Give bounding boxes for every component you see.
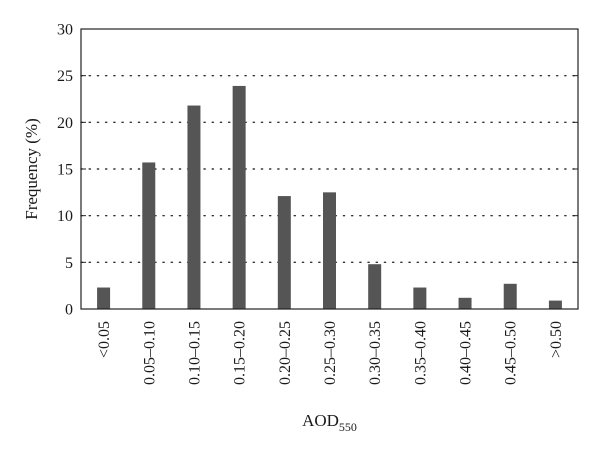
x-tick-label: <0.05 <box>96 321 113 358</box>
bar <box>413 287 427 309</box>
y-tick-label: 5 <box>65 255 73 272</box>
x-tick-label: 0.05–0.10 <box>141 321 158 385</box>
bar <box>187 105 201 310</box>
bar <box>323 192 336 309</box>
x-axis-label: AOD550 <box>302 411 357 434</box>
bar <box>503 283 517 309</box>
bar <box>458 297 472 309</box>
x-tick-label: 0.25–0.30 <box>322 321 339 385</box>
x-axis-ticks: <0.05 0.05–0.10 0.10–0.15 0.15–0.20 0.20–0.2… <box>96 321 565 385</box>
y-tick-label: 25 <box>57 68 73 85</box>
bar <box>232 85 246 309</box>
x-tick-label: >0.50 <box>548 321 565 358</box>
y-tick-label: 30 <box>57 22 73 39</box>
x-tick-label: 0.15–0.20 <box>232 321 249 385</box>
x-tick-label: 0.35–0.40 <box>412 321 429 385</box>
bar <box>142 162 156 309</box>
grid-lines <box>80 74 579 264</box>
x-tick-label: 0.20–0.25 <box>277 321 294 385</box>
bar <box>368 264 382 309</box>
x-tick-label: 0.45–0.50 <box>503 321 520 385</box>
x-axis-label-main: AOD <box>302 411 339 430</box>
bars <box>97 85 562 310</box>
y-tick-label: 10 <box>57 208 73 225</box>
y-axis-ticks: 0 5 10 15 20 25 30 <box>57 22 578 319</box>
bar <box>277 196 291 309</box>
y-tick-label: 0 <box>65 302 73 319</box>
x-tick-label: 0.10–0.15 <box>186 321 203 385</box>
x-axis-label-subscript: 550 <box>339 420 357 434</box>
bar <box>97 287 111 309</box>
x-tick-label: 0.30–0.35 <box>367 321 384 385</box>
x-tick-label: 0.40–0.45 <box>458 321 475 385</box>
bar <box>548 300 562 309</box>
y-tick-label: 15 <box>57 162 73 179</box>
y-axis-label: Frequency (%) <box>22 118 41 220</box>
y-tick-label: 20 <box>57 115 73 132</box>
